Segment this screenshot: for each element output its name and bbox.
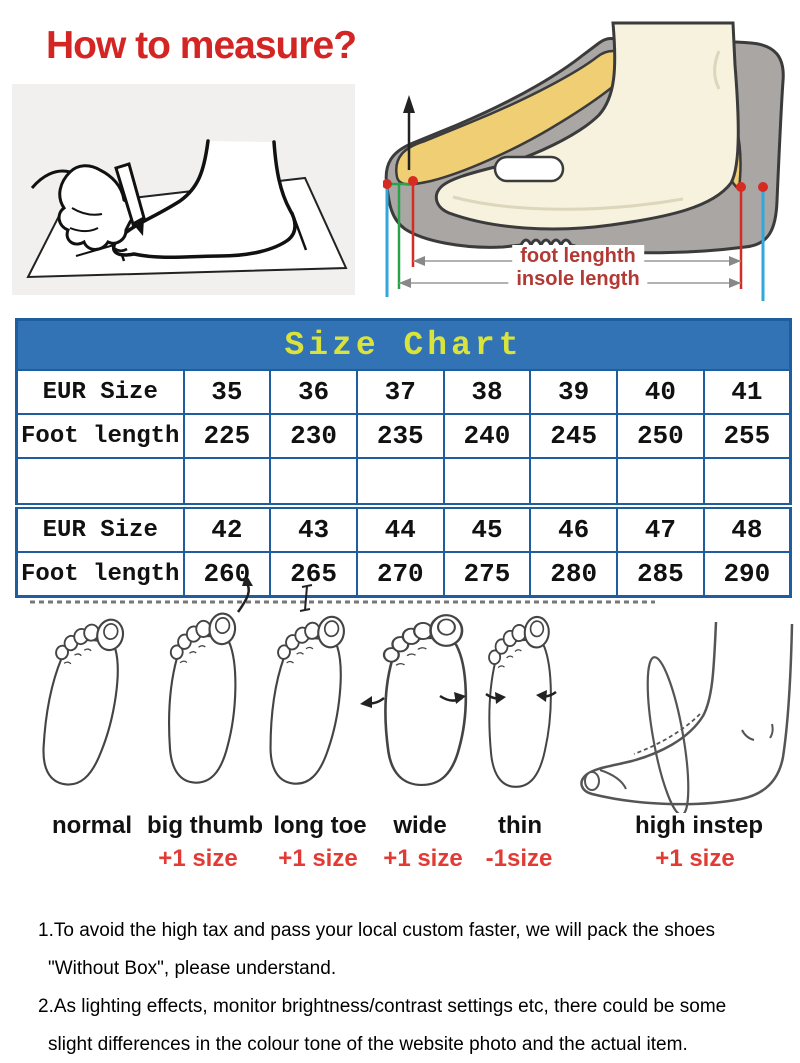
size-adjust-label: +1 size xyxy=(383,845,463,872)
hand-tracing-foot-illustration xyxy=(26,139,348,279)
foot-type-label: thin xyxy=(498,812,542,839)
size-chart-table: Size Chart EUR Size 35 36 37 38 39 40 41… xyxy=(15,318,792,598)
size-cell: 285 xyxy=(616,551,705,598)
size-cell xyxy=(269,457,358,509)
table-row: EUR Size 35 36 37 38 39 40 41 xyxy=(15,369,792,415)
row-label xyxy=(15,457,185,509)
size-cell: 42 xyxy=(182,505,272,553)
row-label: Foot length xyxy=(15,551,185,598)
shoe-insole-diagram xyxy=(383,21,785,301)
size-cell: 265 xyxy=(269,551,358,598)
page-title: How to measure? xyxy=(46,24,357,67)
size-cell: 45 xyxy=(442,505,532,553)
size-cell: 280 xyxy=(529,551,619,598)
note-line: "Without Box", please understand. xyxy=(48,958,337,979)
size-cell: 40 xyxy=(616,369,705,415)
size-adjust-label: +1 size xyxy=(158,845,238,872)
foot-type-label: normal xyxy=(51,812,133,839)
row-label: EUR Size xyxy=(15,505,185,553)
foot-type-label: big thumb xyxy=(147,812,263,839)
size-cell: 240 xyxy=(442,413,532,459)
size-cell: 47 xyxy=(616,505,705,553)
note-line: 1.To avoid the high tax and pass your lo… xyxy=(38,920,715,941)
foot-types-illustration xyxy=(28,578,794,813)
foot-type-label: long toe xyxy=(273,812,367,839)
note-line: 2.As lighting effects, monitor brightnes… xyxy=(38,996,727,1017)
table-row-empty xyxy=(15,457,792,509)
size-cell: 270 xyxy=(355,551,445,598)
size-cell: 275 xyxy=(442,551,532,598)
note-line: slight differences in the colour tone of… xyxy=(48,1034,688,1055)
size-cell: 44 xyxy=(355,505,445,553)
row-label: EUR Size xyxy=(15,369,185,415)
size-cell xyxy=(442,457,532,509)
size-adjust-label: +1 size xyxy=(278,845,358,872)
size-cell: 41 xyxy=(702,369,792,415)
size-cell: 48 xyxy=(702,505,792,553)
size-cell: 290 xyxy=(702,551,792,598)
size-cell: 38 xyxy=(442,369,532,415)
foot-length-diagram-label: foot lenghth xyxy=(512,245,644,267)
foot-type-label: wide xyxy=(393,812,447,839)
size-cell xyxy=(355,457,445,509)
size-cell: 39 xyxy=(529,369,619,415)
row-label: Foot length xyxy=(15,413,185,459)
size-cell: 43 xyxy=(269,505,358,553)
size-chart: Size Chart EUR Size 35 36 37 38 39 40 41… xyxy=(15,318,792,598)
size-cell: 260 xyxy=(182,551,272,598)
size-chart-title: Size Chart xyxy=(15,318,792,371)
notes: 1.To avoid the high tax and pass your lo… xyxy=(38,912,778,1063)
size-cell: 245 xyxy=(529,413,619,459)
size-cell: 35 xyxy=(182,369,272,415)
table-row: Foot length 225 230 235 240 245 250 255 xyxy=(15,413,792,459)
size-cell: 36 xyxy=(269,369,358,415)
insole-length-diagram-label: insole length xyxy=(508,268,648,290)
size-cell: 225 xyxy=(182,413,272,459)
size-cell: 235 xyxy=(355,413,445,459)
size-cell xyxy=(616,457,705,509)
foot-type-label: high instep xyxy=(635,812,763,839)
size-cell: 230 xyxy=(269,413,358,459)
size-cell xyxy=(702,457,792,509)
size-cell: 255 xyxy=(702,413,792,459)
measure-instruction-panel: foot length xyxy=(12,84,355,364)
size-adjust-label: -1size xyxy=(485,845,553,872)
size-cell: 37 xyxy=(355,369,445,415)
size-cell xyxy=(529,457,619,509)
table-row: Foot length 260 265 270 275 280 285 290 xyxy=(15,551,792,598)
size-cell: 46 xyxy=(529,505,619,553)
size-cell xyxy=(182,457,272,509)
table-row: EUR Size 42 43 44 45 46 47 48 xyxy=(15,505,792,553)
size-cell: 250 xyxy=(616,413,705,459)
size-adjust-label: +1 size xyxy=(655,845,735,872)
